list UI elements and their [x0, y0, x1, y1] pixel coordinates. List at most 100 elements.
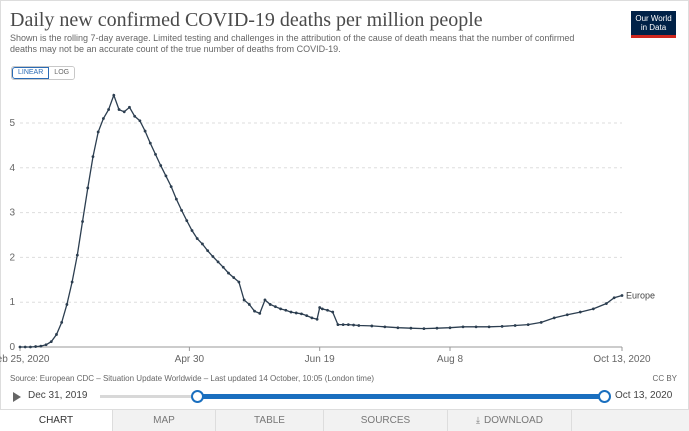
data-point: [396, 326, 400, 330]
data-point: [279, 307, 283, 311]
linear-scale-button[interactable]: LINEAR: [12, 67, 50, 79]
data-point: [201, 242, 204, 246]
y-tick-label: 0: [9, 342, 15, 353]
data-point: [539, 320, 543, 324]
owid-logo[interactable]: Our World in Data: [631, 11, 676, 38]
timeline-start-handle[interactable]: [191, 390, 204, 403]
series-layer: Europe: [18, 93, 655, 349]
data-point: [318, 306, 322, 309]
data-point: [526, 323, 530, 326]
chart-title: Daily new confirmed COVID-19 deaths per …: [10, 9, 483, 31]
data-point: [18, 345, 22, 349]
data-point: [591, 307, 595, 311]
tab-download[interactable]: ⤓ DOWNLOAD: [447, 410, 571, 431]
data-point: [128, 105, 131, 109]
timeline-selected-range: [198, 394, 605, 399]
axis-layer: 0 1 2 3 4 5 Feb 25, 2020 Apr 30 Jun 19 Aug 8 Oct 1…: [0, 118, 651, 365]
series-line-europe: [20, 93, 623, 348]
data-point: [185, 219, 189, 223]
series-label: Europe: [626, 290, 655, 300]
data-point: [336, 323, 340, 326]
log-scale-button[interactable]: LOG: [49, 67, 75, 79]
data-point: [44, 343, 48, 347]
data-point: [268, 303, 272, 306]
data-point: [138, 119, 142, 123]
data-point: [81, 220, 84, 223]
data-point: [326, 308, 329, 312]
data-point: [180, 208, 183, 212]
data-point: [253, 309, 256, 313]
data-point: [346, 323, 350, 326]
data-point: [49, 340, 53, 344]
y-tick-label: 3: [9, 208, 15, 219]
data-point: [352, 323, 355, 327]
data-point: [289, 310, 293, 314]
subtitle-line-2: deaths may not be an accurate count of t…: [10, 44, 341, 54]
tab-map[interactable]: MAP: [112, 410, 215, 431]
data-point: [565, 313, 569, 317]
y-tick-label: 1: [9, 297, 15, 308]
data-point: [461, 325, 465, 329]
data-point: [513, 324, 517, 327]
data-point: [216, 260, 220, 264]
data-point: [133, 114, 137, 118]
data-point: [237, 280, 241, 284]
data-point: [174, 197, 178, 201]
data-point: [305, 314, 309, 318]
data-point: [273, 305, 277, 309]
y-tick-label: 5: [9, 118, 15, 129]
play-icon[interactable]: [13, 392, 21, 402]
data-point: [500, 324, 504, 328]
timeline-start-label: Dec 31, 2019: [28, 390, 88, 401]
data-point: [422, 327, 426, 331]
timeline-end-label: Oct 13, 2020: [615, 390, 673, 401]
data-point: [294, 311, 298, 315]
data-point: [34, 345, 38, 348]
data-point: [164, 174, 168, 178]
data-point: [60, 320, 64, 324]
source-note: Source: European CDC – Situation Update …: [10, 374, 375, 383]
data-point: [320, 307, 324, 311]
data-point: [107, 108, 111, 111]
data-point: [552, 316, 556, 320]
data-point: [409, 326, 413, 330]
logo-line-2: in Data: [640, 23, 667, 32]
data-point: [300, 312, 303, 316]
data-point: [169, 185, 173, 189]
data-point: [604, 302, 608, 305]
data-point: [112, 93, 116, 97]
data-point: [55, 333, 58, 336]
data-point: [96, 130, 100, 134]
data-point: [284, 308, 288, 312]
data-point: [159, 164, 163, 167]
tab-chart[interactable]: CHART: [0, 410, 112, 431]
logo-line-1: Our World: [635, 14, 672, 23]
data-point: [242, 298, 246, 302]
data-point: [341, 323, 345, 326]
data-point: [195, 237, 199, 240]
data-point: [91, 155, 95, 158]
license-link[interactable]: CC BY: [652, 374, 677, 383]
line-chart: 0 1 2 3 4 5 Feb 25, 2020 Apr 30 Jun 19 Aug 8 Oct 1…: [0, 93, 655, 365]
data-point: [148, 141, 152, 145]
data-point: [39, 344, 43, 348]
data-point: [357, 324, 361, 327]
data-point: [383, 325, 387, 329]
x-tick-label: Oct 13, 2020: [593, 354, 651, 365]
scale-toggle: LINEAR LOG: [11, 66, 76, 80]
data-point: [29, 345, 32, 349]
data-point: [211, 255, 215, 258]
data-point: [578, 310, 582, 314]
tab-sources[interactable]: SOURCES: [323, 410, 447, 431]
x-tick-label: Aug 8: [437, 354, 464, 365]
data-point: [117, 108, 121, 111]
timeline-end-handle[interactable]: [598, 390, 611, 403]
data-point: [75, 253, 79, 257]
download-icon: ⤓: [476, 415, 481, 425]
timeline: Dec 31, 2019 Oct 13, 2020: [0, 387, 689, 407]
data-point: [227, 271, 230, 275]
data-point: [122, 110, 126, 114]
tab-table[interactable]: TABLE: [215, 410, 323, 431]
data-point: [232, 276, 236, 279]
data-point: [474, 325, 478, 329]
